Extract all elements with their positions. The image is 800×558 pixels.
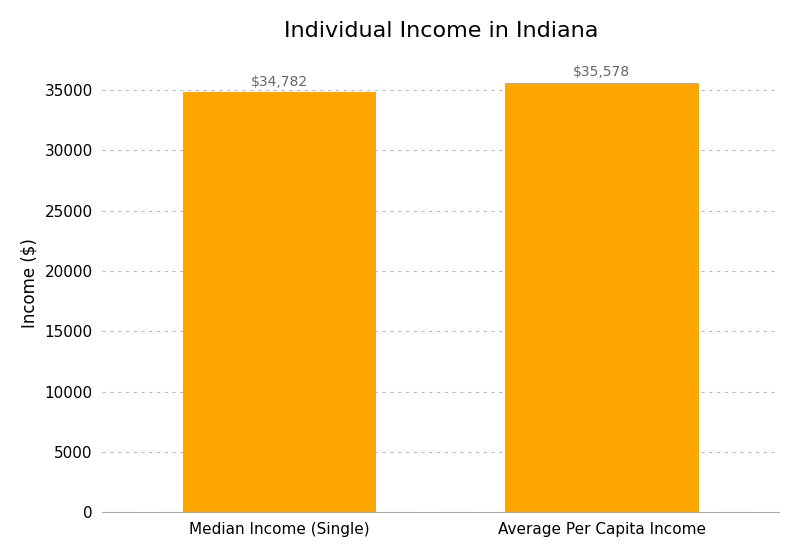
Text: $35,578: $35,578 bbox=[574, 65, 630, 79]
Bar bbox=[183, 93, 376, 512]
Title: Individual Income in Indiana: Individual Income in Indiana bbox=[283, 21, 598, 41]
Y-axis label: Income ($): Income ($) bbox=[21, 238, 39, 328]
Text: $34,782: $34,782 bbox=[251, 75, 308, 89]
Bar bbox=[506, 83, 698, 512]
